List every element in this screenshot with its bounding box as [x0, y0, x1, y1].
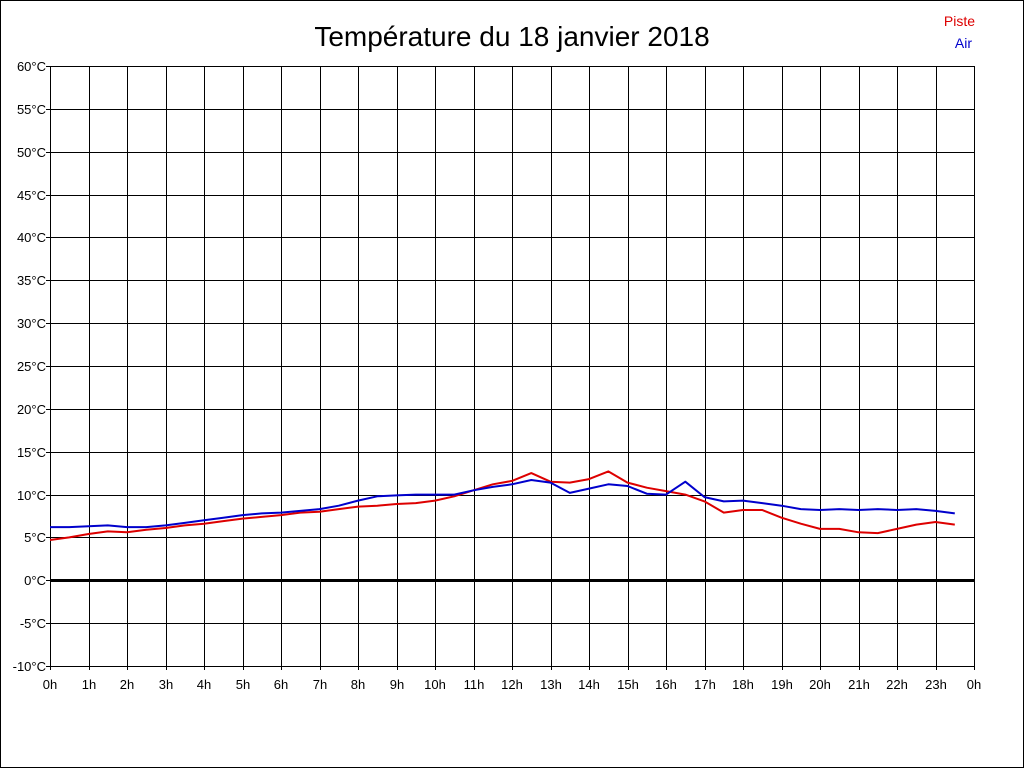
x-tick-label: 19h	[771, 677, 793, 692]
x-tick-label: 15h	[617, 677, 639, 692]
x-tick-label: 6h	[274, 677, 288, 692]
x-tick-label: 18h	[732, 677, 754, 692]
y-tick-label: 60°C	[17, 59, 46, 74]
x-tick-label: 2h	[120, 677, 134, 692]
x-tick-label: 8h	[351, 677, 365, 692]
legend-air: Air	[955, 35, 972, 51]
x-tick-label: 12h	[501, 677, 523, 692]
x-tick-label: 10h	[424, 677, 446, 692]
series-line-air	[50, 479, 955, 529]
x-tick-label: 1h	[82, 677, 96, 692]
x-tick-label: 21h	[848, 677, 870, 692]
x-tick-label: 11h	[464, 677, 485, 692]
y-tick-label: 15°C	[17, 445, 46, 460]
x-tick-label: 14h	[578, 677, 600, 692]
x-tick-label: 20h	[809, 677, 831, 692]
x-tick-label: 7h	[313, 677, 327, 692]
x-tick-label: 23h	[925, 677, 947, 692]
x-tick-label: 4h	[197, 677, 211, 692]
grid-lines	[50, 66, 975, 667]
series-line-piste	[49, 470, 955, 541]
y-tick-label: -10°C	[13, 659, 46, 674]
chart-title: Température du 18 janvier 2018	[314, 21, 709, 52]
y-tick-label: -5°C	[20, 616, 46, 631]
y-tick-label: 25°C	[17, 359, 46, 374]
x-tick-label: 5h	[236, 677, 250, 692]
x-tick-label: 16h	[655, 677, 677, 692]
x-tick-label: 17h	[694, 677, 716, 692]
y-tick-label: 0°C	[24, 573, 46, 588]
series-lines	[49, 470, 955, 541]
x-tick-label: 0h	[967, 677, 981, 692]
x-tick-label: 9h	[390, 677, 404, 692]
y-tick-label: 40°C	[17, 230, 46, 245]
x-tick-label: 3h	[159, 677, 173, 692]
y-tick-label: 30°C	[17, 316, 46, 331]
x-tick-label: 13h	[540, 677, 562, 692]
y-tick-label: 5°C	[24, 530, 46, 545]
x-tick-label: 22h	[886, 677, 908, 692]
y-tick-label: 55°C	[17, 102, 46, 117]
y-tick-label: 50°C	[17, 145, 46, 160]
y-tick-label: 10°C	[17, 488, 46, 503]
y-tick-label: 35°C	[17, 273, 46, 288]
y-tick-label: 45°C	[17, 188, 46, 203]
x-tick-label: 0h	[43, 677, 57, 692]
y-axis-ticks: 60°C 55°C 50°C 45°C 40°C 35°C 30°C 25°C 20°C 15°C…	[13, 59, 50, 674]
legend-piste: Piste	[944, 13, 975, 29]
y-tick-label: 20°C	[17, 402, 46, 417]
x-axis-ticks: 0h 1h 2h 3h 4h 5h 6h 7h 8h 9h 10h 11h 12h 13h 14h 15h 16…	[43, 666, 981, 692]
